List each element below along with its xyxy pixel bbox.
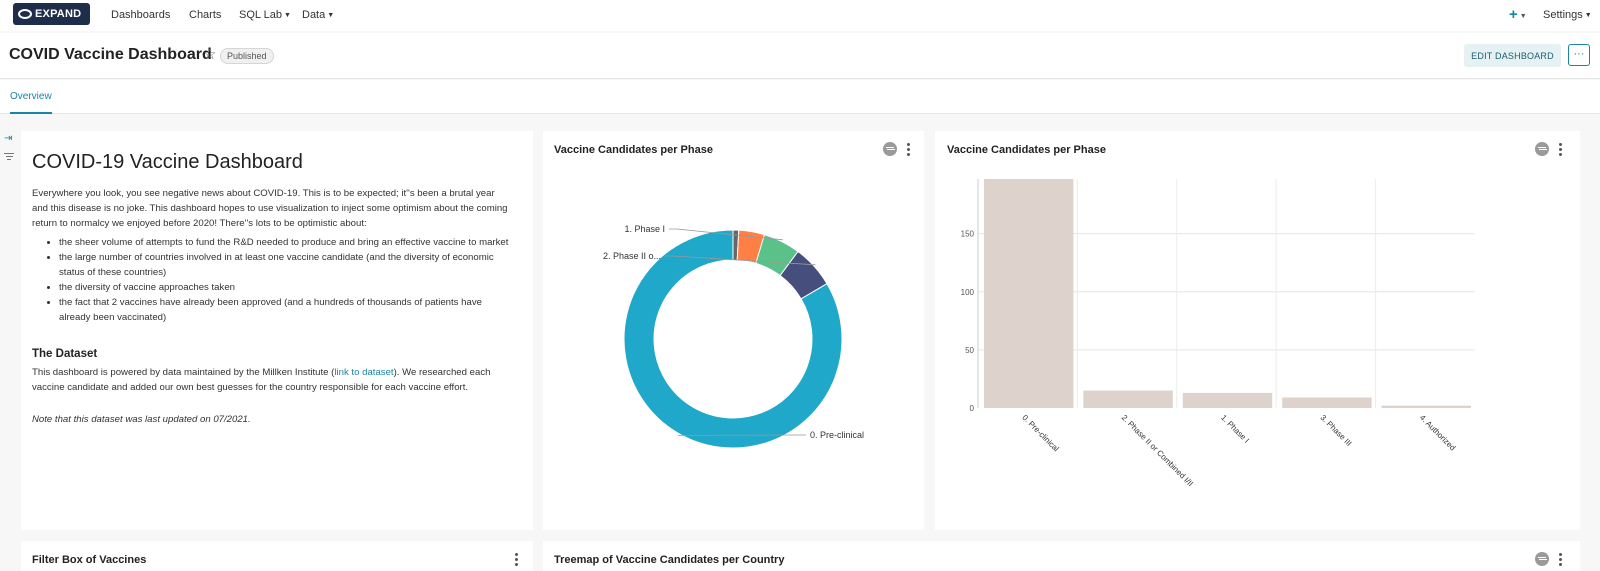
dataset-text: This dashboard is powered by data mainta…: [32, 367, 335, 378]
plus-icon: +: [1509, 6, 1518, 23]
x-tick-label: 4. Authorized: [1418, 413, 1457, 452]
y-tick-label: 100: [961, 288, 975, 297]
bar: [1182, 392, 1273, 408]
bar: [1083, 390, 1173, 408]
settings-menu[interactable]: Settings ▼: [1543, 9, 1592, 21]
nav-sql-lab[interactable]: SQL Lab ▼: [239, 9, 291, 21]
x-tick-label: 2. Phase II or Combined I/II: [1120, 413, 1195, 488]
dataset-text: ). We researched each vaccine candidate …: [32, 367, 491, 393]
chart-title: Filter Box of Vaccines: [32, 554, 147, 566]
donut-chart-card: Vaccine Candidates per Phase 0. Pre-clin…: [543, 131, 924, 530]
x-tick-label: 0. Pre-clinical: [1020, 413, 1060, 453]
list-item: the sheer volume of attempts to fund the…: [59, 235, 514, 250]
label-leader-line: [669, 228, 783, 241]
bar: [984, 179, 1074, 408]
markdown-card: COVID-19 Vaccine Dashboard Everywhere yo…: [21, 131, 533, 530]
status-badge[interactable]: Published: [220, 48, 274, 64]
dataset-heading: The Dataset: [32, 348, 98, 360]
dataset-paragraph: This dashboard is powered by data mainta…: [32, 365, 512, 395]
nav-dashboards[interactable]: Dashboards: [111, 9, 171, 21]
list-item: the fact that 2 vaccines have already be…: [59, 295, 514, 325]
chart-title: Treemap of Vaccine Candidates per Countr…: [554, 554, 785, 566]
add-new-menu[interactable]: + ▼: [1509, 6, 1527, 23]
donut-chart: 0. Pre-clinical 2. Phase II o... 1. Phase …: [603, 224, 864, 449]
slice-label: 2. Phase II o...: [603, 251, 661, 261]
markdown-bullets: the sheer volume of attempts to fund the…: [59, 235, 514, 325]
nav-data[interactable]: Data ▼: [302, 9, 334, 21]
dataset-link[interactable]: link to dataset: [334, 367, 394, 378]
logo-text: EXPAND: [35, 8, 82, 20]
filter-box-card: Filter Box of Vaccines: [21, 541, 533, 571]
star-icon[interactable]: ☆: [203, 46, 217, 63]
list-item: the large number of countries involved i…: [59, 250, 514, 280]
logo-mark-icon: [18, 9, 32, 19]
caret-down-icon: ▼: [1584, 12, 1592, 19]
x-tick-label: 3. Phase III: [1318, 413, 1353, 448]
update-note: Note that this dataset was last updated …: [32, 414, 251, 425]
more-vertical-icon[interactable]: [515, 553, 519, 568]
chart-title: Vaccine Candidates per Phase: [554, 144, 713, 156]
y-tick-label: 50: [965, 346, 974, 355]
slice-label: 1. Phase I: [624, 224, 665, 234]
more-options-button[interactable]: ···: [1568, 44, 1590, 66]
more-vertical-icon[interactable]: [907, 143, 911, 158]
filter-indicator-icon[interactable]: [1535, 142, 1549, 156]
more-vertical-icon[interactable]: [1559, 553, 1563, 568]
filter-indicator-icon[interactable]: [883, 142, 897, 156]
tab-bar: Overview: [0, 80, 1600, 114]
tab-overview[interactable]: Overview: [10, 91, 52, 114]
caret-down-icon: ▼: [1519, 13, 1527, 20]
expand-filters-icon[interactable]: ⇥: [4, 133, 13, 144]
list-item: the diversity of vaccine approaches take…: [59, 280, 514, 295]
edit-dashboard-button[interactable]: EDIT DASHBOARD: [1464, 44, 1561, 67]
label-leader-line: [665, 255, 816, 266]
markdown-intro: Everywhere you look, you see negative ne…: [32, 188, 508, 229]
slice-label: 0. Pre-clinical: [810, 430, 864, 440]
bar: [1282, 397, 1372, 408]
chart-title: Vaccine Candidates per Phase: [947, 144, 1106, 156]
bar-chart-card: Vaccine Candidates per Phase 0 50 100 150 0.…: [935, 131, 1580, 530]
caret-down-icon: ▼: [327, 12, 335, 19]
brand-logo[interactable]: EXPAND: [13, 3, 90, 25]
more-vertical-icon[interactable]: [1559, 143, 1563, 158]
bar: [1381, 405, 1471, 408]
bar-chart: 0 50 100 150 0. Pre-clinical 2. Phase II or C…: [961, 179, 1475, 488]
filter-indicator-icon[interactable]: [1535, 552, 1549, 566]
y-tick-label: 150: [961, 230, 975, 239]
dashboard-header: COVID Vaccine Dashboard ☆ Published EDIT…: [0, 33, 1600, 79]
nav-charts[interactable]: Charts: [189, 9, 222, 21]
page-title: COVID Vaccine Dashboard: [9, 46, 212, 63]
markdown-heading: COVID-19 Vaccine Dashboard: [32, 151, 303, 173]
nav-sql-lab-label: SQL Lab: [239, 9, 283, 21]
filter-icon[interactable]: [4, 151, 14, 162]
settings-label: Settings: [1543, 9, 1583, 21]
x-tick-label: 1. Phase I: [1219, 413, 1251, 445]
nav-data-label: Data: [302, 9, 326, 21]
top-navbar: EXPAND Dashboards Charts SQL Lab ▼ Data ▼ …: [0, 0, 1600, 31]
treemap-card: Treemap of Vaccine Candidates per Countr…: [543, 541, 1580, 571]
caret-down-icon: ▼: [284, 12, 291, 19]
y-tick-label: 0: [970, 404, 975, 413]
